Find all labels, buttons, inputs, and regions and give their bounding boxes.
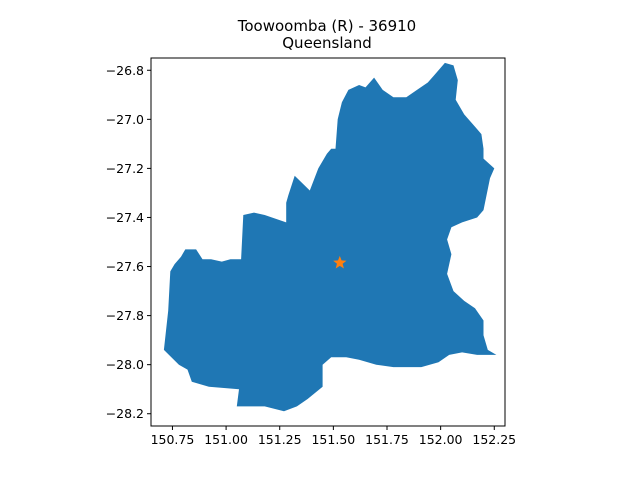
y-tick-label: −28.2 (106, 406, 144, 421)
x-tick-label: 151.25 (258, 432, 302, 447)
axes-frame (150, 57, 506, 427)
x-tick-label: 151.75 (365, 432, 409, 447)
y-tick-label: −27.8 (106, 308, 144, 323)
x-tick-label: 152.25 (472, 432, 516, 447)
map-subtitle: Queensland (282, 34, 371, 52)
region-boundary (163, 62, 497, 412)
star-icon (333, 255, 347, 269)
y-tick-label: −27.6 (106, 259, 144, 274)
y-tick-label: −27.0 (106, 112, 144, 127)
axis-ticks: 150.75 151.00 151.25 151.50 151.75 152.00 152.… (106, 63, 516, 447)
map-title: Toowoomba (R) - 36910 (237, 17, 416, 35)
x-tick-label: 151.00 (204, 432, 248, 447)
y-tick-label: −28.0 (106, 357, 144, 372)
x-tick-label: 152.00 (419, 432, 463, 447)
x-tick-label: 150.75 (151, 432, 195, 447)
plot-area (150, 57, 506, 427)
x-tick-label: 151.50 (311, 432, 355, 447)
y-tick-label: −27.2 (106, 161, 144, 176)
y-tick-label: −26.8 (106, 63, 144, 78)
y-tick-label: −27.4 (106, 210, 144, 225)
